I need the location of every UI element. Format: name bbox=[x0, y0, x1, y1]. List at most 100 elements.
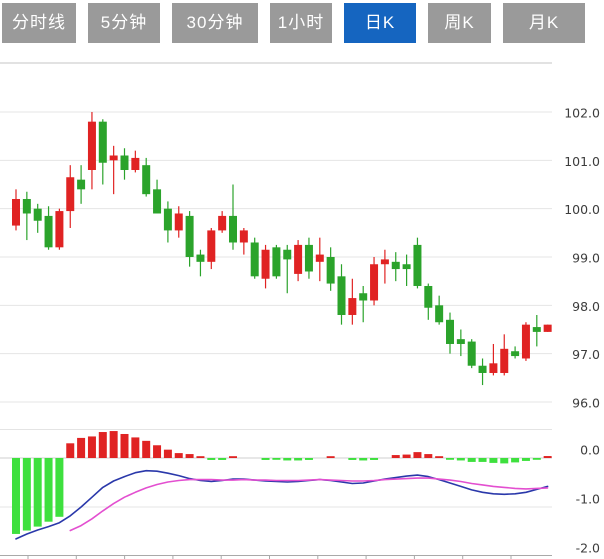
candle bbox=[131, 150, 140, 173]
candle-body bbox=[272, 247, 281, 277]
macd-histogram-bar bbox=[33, 458, 42, 527]
candle-body bbox=[402, 264, 411, 270]
candle bbox=[511, 346, 520, 359]
candle bbox=[44, 206, 53, 250]
x-axis bbox=[0, 555, 552, 559]
macd-axis-label: -2.0 bbox=[576, 541, 600, 556]
price-axis-label: 98.0 bbox=[572, 299, 600, 314]
tab-5min[interactable]: 5分钟 bbox=[88, 3, 160, 43]
candle bbox=[261, 244, 270, 289]
candle-body bbox=[174, 213, 183, 231]
candle bbox=[109, 145, 118, 195]
candle-body bbox=[153, 189, 162, 214]
dea-line bbox=[69, 477, 549, 532]
candle-body bbox=[66, 177, 75, 212]
candle-body bbox=[163, 208, 172, 231]
macd-axis-label: -1.0 bbox=[576, 492, 600, 507]
candle-body bbox=[489, 363, 498, 373]
price-axis-label: 97.0 bbox=[572, 347, 600, 362]
candle-body bbox=[348, 298, 357, 315]
candle-body bbox=[532, 327, 541, 332]
macd-histogram-bar bbox=[370, 458, 379, 460]
candle bbox=[77, 165, 86, 204]
price-axis-label: 102.0 bbox=[564, 106, 600, 121]
price-axis-label: 96.0 bbox=[572, 395, 600, 410]
tab-daily-k[interactable]: 日K bbox=[344, 3, 416, 43]
macd-histogram-bar bbox=[294, 458, 303, 461]
tab-time-line[interactable]: 分时线 bbox=[2, 3, 76, 43]
candle bbox=[66, 165, 75, 228]
candle bbox=[543, 324, 552, 332]
candle-body bbox=[120, 155, 129, 170]
macd-histogram-bar bbox=[424, 454, 433, 458]
macd-histogram-bar bbox=[87, 436, 96, 458]
candle bbox=[120, 148, 129, 180]
macd-histogram-bar bbox=[446, 458, 454, 460]
macd-panel bbox=[12, 431, 552, 534]
tab-monthly-k[interactable]: 月K bbox=[503, 3, 585, 43]
candle bbox=[12, 189, 20, 231]
macd-histogram-bar bbox=[109, 431, 118, 458]
candle-body bbox=[196, 254, 205, 262]
candle-body bbox=[55, 211, 64, 248]
candle-body bbox=[370, 264, 379, 301]
candle bbox=[207, 227, 216, 270]
candle-body bbox=[446, 319, 454, 344]
candle-body bbox=[218, 215, 227, 231]
candle-body bbox=[294, 244, 303, 274]
candle bbox=[218, 211, 227, 233]
candle bbox=[402, 254, 411, 286]
candle bbox=[196, 249, 205, 277]
candle-body bbox=[250, 242, 259, 277]
price-axis-label: 101.0 bbox=[564, 154, 600, 169]
macd-histogram-bar bbox=[229, 456, 237, 458]
candle-body bbox=[33, 208, 42, 221]
candle bbox=[163, 201, 172, 243]
candle bbox=[359, 285, 368, 323]
candle bbox=[315, 237, 324, 282]
candle bbox=[489, 343, 498, 376]
candle-body bbox=[22, 198, 31, 214]
candle bbox=[337, 264, 346, 325]
candle-body bbox=[359, 293, 368, 301]
macd-histogram-bar bbox=[348, 458, 357, 460]
macd-histogram-bar bbox=[163, 449, 172, 458]
macd-histogram-bar bbox=[304, 458, 313, 460]
candle bbox=[435, 295, 444, 325]
macd-histogram-bar bbox=[359, 458, 368, 461]
candle bbox=[413, 237, 422, 289]
macd-histogram-bar bbox=[272, 458, 281, 460]
candle-body bbox=[207, 230, 216, 262]
candle bbox=[250, 237, 259, 279]
candle-body bbox=[44, 215, 53, 248]
macd-histogram-bar bbox=[261, 458, 270, 460]
macd-histogram-bar bbox=[435, 456, 444, 458]
candle bbox=[98, 119, 107, 185]
candle bbox=[456, 329, 465, 357]
macd-histogram-bar bbox=[98, 432, 107, 458]
tab-30min[interactable]: 30分钟 bbox=[172, 3, 258, 43]
price-axis-label: 100.0 bbox=[564, 202, 600, 217]
candle bbox=[467, 339, 476, 369]
candle bbox=[239, 227, 248, 255]
tab-1hour[interactable]: 1小时 bbox=[270, 3, 332, 43]
candle bbox=[348, 278, 357, 325]
macd-histogram-bar bbox=[12, 458, 20, 534]
candle bbox=[380, 249, 389, 284]
candle-body bbox=[131, 157, 140, 170]
candle bbox=[304, 237, 313, 279]
candle-body bbox=[424, 285, 433, 308]
candle-body bbox=[467, 341, 476, 366]
candle bbox=[87, 112, 96, 190]
price-axis-label: 99.0 bbox=[572, 250, 600, 265]
macd-histogram-bar bbox=[478, 458, 487, 462]
candle-body bbox=[185, 215, 194, 257]
candle-body bbox=[380, 259, 389, 265]
candle bbox=[424, 283, 433, 320]
period-tab-bar: 分时线 5分钟 30分钟 1小时 日K 周K 月K bbox=[2, 3, 597, 43]
candle-body bbox=[239, 230, 248, 243]
macd-histogram-bar bbox=[185, 454, 194, 458]
candle-body bbox=[511, 351, 520, 357]
tab-weekly-k[interactable]: 周K bbox=[428, 3, 491, 43]
